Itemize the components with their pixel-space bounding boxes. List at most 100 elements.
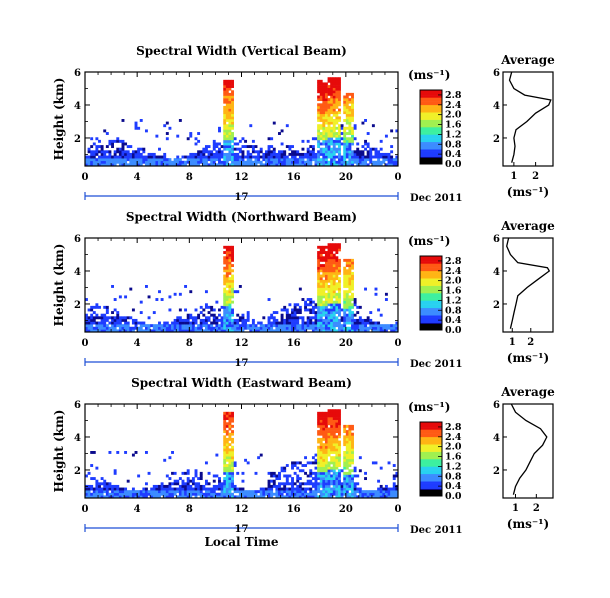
heatmap-cell <box>165 474 169 478</box>
heatmap-cell <box>301 469 305 473</box>
heatmap-cell <box>228 487 232 491</box>
heatmap-cell <box>144 160 148 164</box>
heatmap-cell <box>165 160 169 164</box>
heatmap-cell <box>304 326 308 330</box>
heatmap-cell <box>168 329 172 333</box>
heatmap-cell <box>324 103 328 107</box>
x-tick-label: 20 <box>339 172 353 183</box>
heatmap-cell <box>204 155 208 159</box>
heatmap-cell <box>392 495 396 499</box>
heatmap-cell <box>348 424 352 428</box>
heatmap-cell <box>351 113 354 117</box>
heatmap-cell <box>262 152 266 156</box>
heatmap-cell <box>327 87 331 91</box>
heatmap-cell <box>197 139 201 143</box>
heatmap-cell <box>212 479 216 483</box>
heatmap-cell <box>231 482 234 486</box>
heatmap-cell <box>322 453 326 457</box>
heatmap-cell <box>207 318 211 322</box>
heatmap-cell <box>322 152 326 156</box>
heatmap-cell <box>246 492 250 496</box>
heatmap-cell <box>131 487 135 491</box>
heatmap-cell <box>322 119 326 122</box>
heatmap-cell <box>204 326 208 330</box>
heatmap-cell <box>324 121 328 125</box>
heatmap-cell <box>144 495 148 499</box>
heatmap-cell <box>384 487 388 491</box>
heatmap-cell <box>327 300 331 304</box>
heatmap-cell <box>194 471 198 475</box>
heatmap-cell <box>121 318 125 322</box>
heatmap-cell <box>374 160 378 164</box>
heatmap-cell <box>207 163 211 167</box>
heatmap-cell <box>330 422 334 426</box>
heatmap-cell <box>317 422 321 426</box>
heatmap-cell <box>324 300 328 304</box>
heatmap-cell <box>379 487 383 491</box>
heatmap-cell <box>118 163 122 167</box>
heatmap-cell <box>270 137 274 141</box>
heatmap-cell <box>155 324 159 328</box>
heatmap-cell <box>327 495 331 499</box>
heatmap-cell <box>338 108 341 112</box>
heatmap-cell <box>335 79 339 83</box>
heatmap-cell <box>332 264 336 268</box>
heatmap-cell <box>212 139 216 143</box>
heatmap-cell <box>225 277 229 281</box>
heatmap-cell <box>343 303 347 307</box>
heatmap-cell <box>181 329 185 333</box>
heatmap-cell <box>291 318 294 322</box>
heatmap-cell <box>225 248 229 252</box>
heatmap-cell <box>343 269 347 273</box>
heatmap-cell <box>382 487 386 491</box>
heatmap-cell <box>220 324 224 328</box>
heatmap-cell <box>262 324 266 328</box>
x-tick-label: 0 <box>82 172 89 183</box>
heatmap-cell <box>103 324 107 328</box>
heatmap-cell <box>210 495 214 499</box>
heatmap-cell <box>330 411 334 415</box>
heatmap-cell <box>223 274 227 278</box>
heatmap-cell <box>116 147 120 151</box>
heatmap-cell <box>108 139 112 143</box>
heatmap-cell <box>345 160 349 164</box>
heatmap-cell <box>343 437 347 441</box>
heatmap-cell <box>330 271 334 275</box>
heatmap-cell <box>311 308 315 312</box>
heatmap-cell <box>207 311 211 315</box>
heatmap-cell <box>231 477 234 481</box>
heatmap-cell <box>228 458 232 462</box>
heatmap-cell <box>327 466 331 470</box>
colorbar-swatch <box>420 320 442 323</box>
heatmap-cell <box>225 132 229 135</box>
heatmap-cell <box>332 282 336 286</box>
heatmap-cell <box>186 329 190 333</box>
heatmap-cell <box>202 329 206 333</box>
heatmap-cell <box>330 132 334 135</box>
heatmap-cell <box>301 464 305 467</box>
heatmap-cell <box>340 124 344 128</box>
heatmap-cell <box>371 492 375 496</box>
heatmap-cell <box>228 105 232 109</box>
heatmap-cell <box>332 113 336 117</box>
heatmap-cell <box>291 321 294 325</box>
heatmap-cell <box>317 448 321 452</box>
heatmap-cell <box>285 321 289 325</box>
colorbar-swatch <box>420 470 442 473</box>
heatmap-cell <box>304 308 308 312</box>
heatmap-cell <box>288 326 292 330</box>
heatmap-cell <box>191 321 195 325</box>
heatmap-cell <box>280 329 284 333</box>
heatmap-cell <box>348 258 352 262</box>
heatmap-cell <box>317 316 321 320</box>
heatmap-cell <box>335 466 339 470</box>
heatmap-cell <box>322 274 326 278</box>
avg-y-tick-label: 2 <box>493 466 500 477</box>
heatmap-cell <box>155 158 159 162</box>
heatmap-cell <box>317 484 321 488</box>
heatmap-cell <box>90 329 94 333</box>
heatmap-cell <box>100 482 104 486</box>
heatmap-cell <box>150 329 154 333</box>
heatmap-cell <box>324 490 328 494</box>
heatmap-cell <box>233 318 237 322</box>
